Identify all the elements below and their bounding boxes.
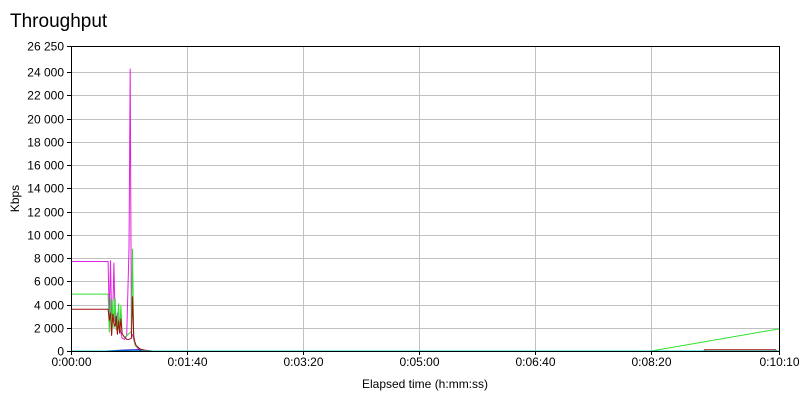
x-tick-label: 0:05:00 bbox=[399, 355, 439, 369]
y-tick-label: 14 000 bbox=[27, 182, 64, 196]
y-tick-label: 26 250 bbox=[27, 40, 64, 54]
y-tick-label: 20 000 bbox=[27, 113, 64, 127]
y-tick-labels: 0 2 000 4 000 6 000 8 000 10 000 12 000 14 000 1… bbox=[27, 40, 64, 359]
plot-frame bbox=[71, 46, 780, 352]
chart-title: Throughput bbox=[10, 11, 108, 32]
y-tick-label: 12 000 bbox=[27, 206, 64, 220]
y-tick-label: 8 000 bbox=[34, 252, 64, 266]
y-tick-label: 18 000 bbox=[27, 136, 64, 150]
plot-area bbox=[71, 46, 779, 351]
y-tick-label: 10 000 bbox=[27, 229, 64, 243]
y-tick-label: 6 000 bbox=[34, 275, 64, 289]
y-tick-label: 0 bbox=[57, 345, 64, 359]
y-tick-label: 22 000 bbox=[27, 89, 64, 103]
y-tick-label: 4 000 bbox=[34, 299, 64, 313]
x-tick-label: 0:10:10 bbox=[759, 355, 799, 369]
x-tick-label: 0:06:40 bbox=[515, 355, 555, 369]
y-tick-label: 24 000 bbox=[27, 66, 64, 80]
y-axis-label: Kbps bbox=[8, 185, 22, 212]
x-tick-label: 0:08:20 bbox=[631, 355, 671, 369]
y-tick-label: 2 000 bbox=[34, 322, 64, 336]
y-tick-label: 16 000 bbox=[27, 159, 64, 173]
x-tick-label: 0:01:40 bbox=[167, 355, 207, 369]
x-tick-label: 0:00:00 bbox=[51, 355, 91, 369]
x-tick-labels: 0:00:00 0:01:40 0:03:20 0:05:00 0:06:40 0:08:… bbox=[51, 355, 799, 369]
x-axis-label: Elapsed time (h:mm:ss) bbox=[362, 377, 488, 391]
x-tick-label: 0:03:20 bbox=[283, 355, 323, 369]
